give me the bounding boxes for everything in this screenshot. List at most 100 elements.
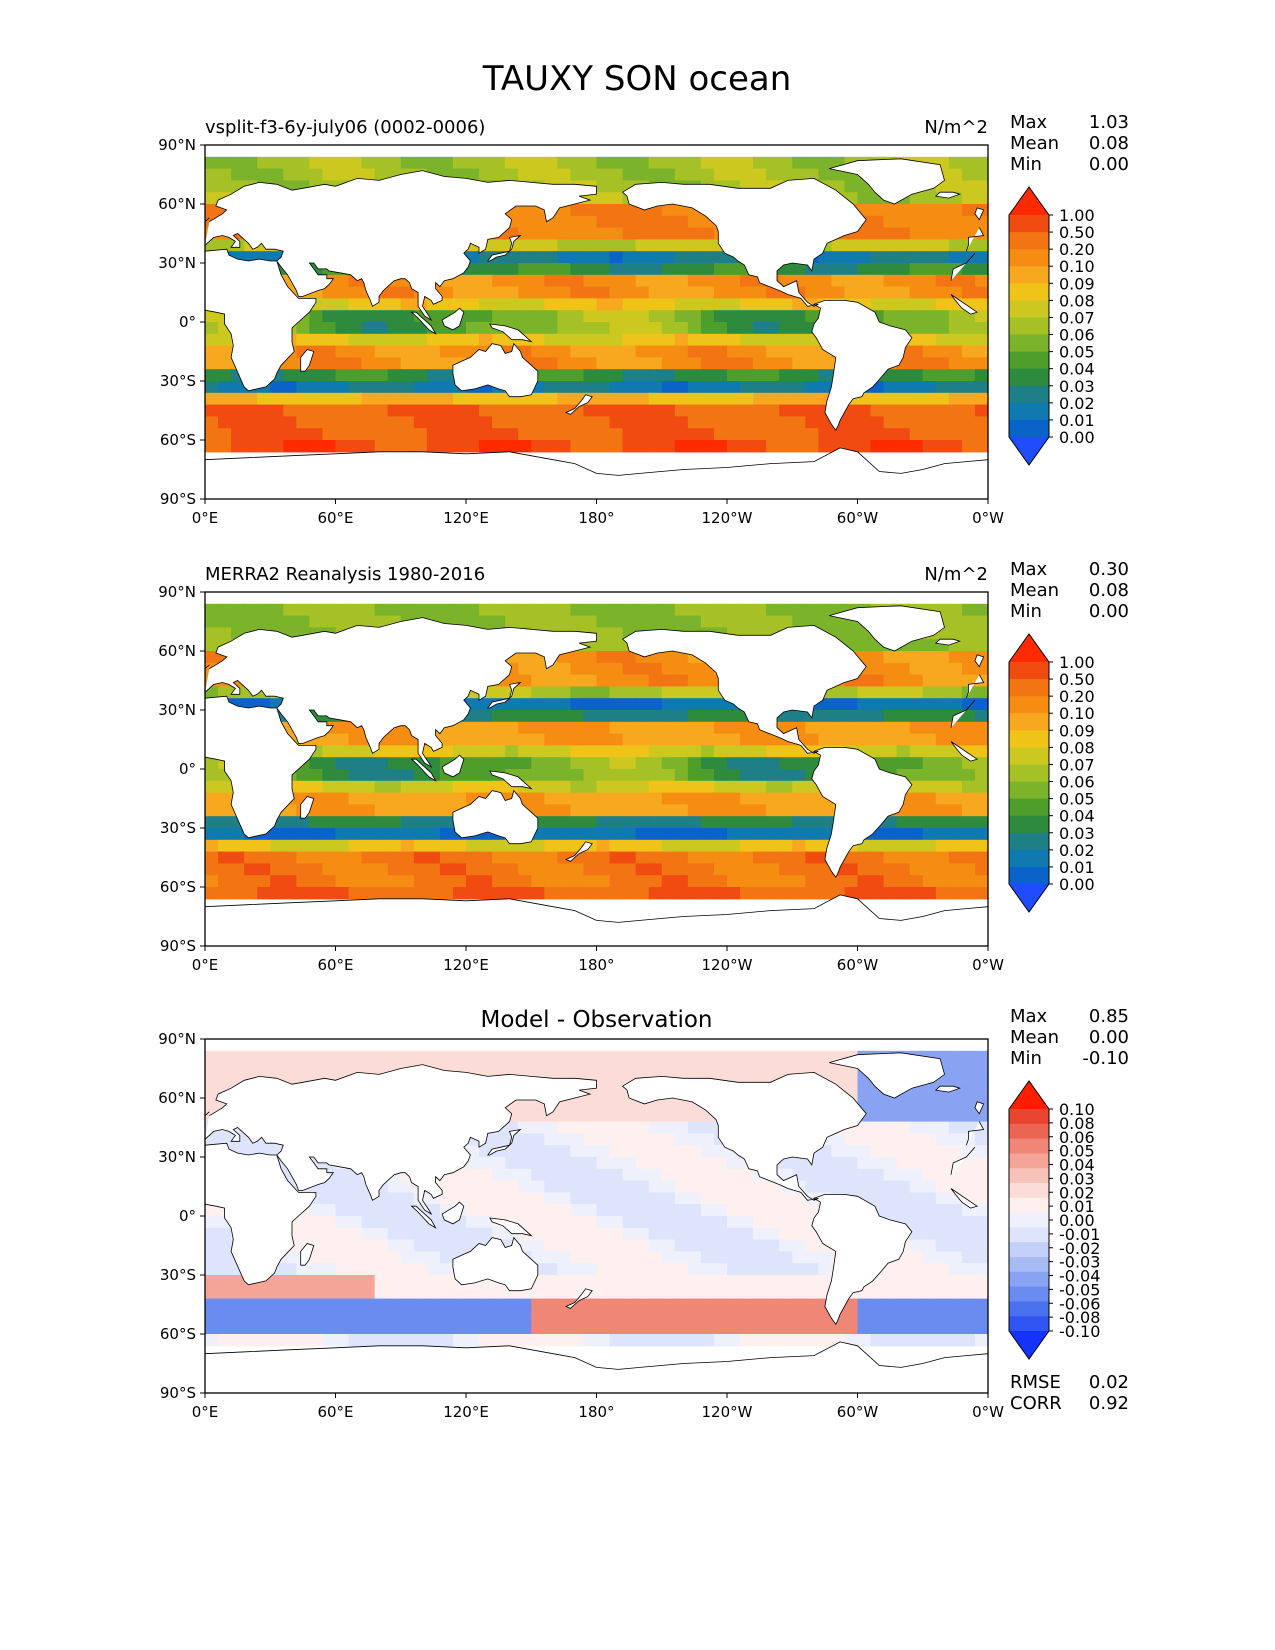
field-cell bbox=[296, 416, 310, 429]
field-cell bbox=[348, 733, 363, 746]
field-cell bbox=[674, 1192, 689, 1205]
field-cell bbox=[831, 875, 846, 888]
field-cell bbox=[909, 816, 924, 829]
field-cell bbox=[492, 839, 506, 853]
field-cell bbox=[766, 1298, 780, 1311]
field-cell bbox=[727, 1192, 741, 1205]
field-cell bbox=[466, 745, 480, 758]
field-cell bbox=[531, 1334, 545, 1347]
field-cell bbox=[974, 698, 988, 711]
field-cell bbox=[544, 721, 558, 735]
field-cell bbox=[844, 274, 859, 288]
field-cell bbox=[466, 839, 480, 853]
field-cell bbox=[426, 428, 441, 441]
field-cell bbox=[935, 1334, 950, 1347]
field-cell bbox=[400, 369, 415, 382]
colorbar-label: 0.20 bbox=[1059, 687, 1095, 706]
field-cell bbox=[439, 792, 454, 805]
field-cell bbox=[505, 404, 519, 417]
field-cell bbox=[466, 1322, 480, 1335]
field-cell bbox=[387, 156, 402, 170]
field-cell bbox=[322, 1180, 337, 1193]
field-cell bbox=[361, 1322, 376, 1335]
field-cell bbox=[335, 1298, 350, 1311]
field-cell bbox=[740, 1168, 754, 1182]
field-cell bbox=[544, 1275, 558, 1288]
field-cell bbox=[335, 839, 350, 853]
field-cell bbox=[922, 639, 937, 652]
field-cell bbox=[713, 1334, 728, 1347]
field-cell bbox=[779, 333, 793, 347]
field-cell bbox=[661, 1227, 676, 1241]
field-cell bbox=[218, 1322, 232, 1335]
field-cell bbox=[400, 1251, 415, 1264]
field-cell bbox=[466, 1298, 480, 1311]
field-cell bbox=[609, 662, 624, 676]
field-cell bbox=[766, 792, 780, 805]
field-cell bbox=[661, 804, 676, 817]
field-cell bbox=[531, 757, 545, 770]
field-cell bbox=[544, 1062, 558, 1075]
field-cell bbox=[544, 440, 558, 453]
field-cell bbox=[531, 721, 545, 735]
field-cell bbox=[466, 1227, 480, 1241]
stat-value: 0.08 bbox=[1089, 133, 1129, 154]
field-cell bbox=[452, 274, 467, 288]
field-cell bbox=[622, 1216, 637, 1229]
field-cell bbox=[648, 1180, 663, 1193]
field-cell bbox=[713, 851, 728, 864]
field-cell bbox=[792, 381, 806, 394]
field-cell bbox=[687, 816, 702, 829]
field-cell bbox=[740, 1239, 754, 1252]
field-cell bbox=[948, 1334, 963, 1347]
field-cell bbox=[492, 1227, 506, 1241]
field-cell bbox=[557, 615, 571, 628]
field-cell bbox=[740, 1050, 754, 1064]
field-cell bbox=[935, 792, 950, 805]
field-cell bbox=[283, 828, 297, 841]
field-cell bbox=[727, 416, 741, 429]
field-cell bbox=[205, 780, 219, 794]
field-cell bbox=[439, 745, 454, 758]
field-cell bbox=[283, 1286, 297, 1300]
field-cell bbox=[426, 1334, 441, 1347]
field-cell bbox=[674, 804, 689, 817]
field-cell bbox=[400, 887, 415, 900]
map-field bbox=[205, 1050, 988, 1347]
field-cell bbox=[557, 239, 571, 252]
field-cell bbox=[948, 428, 963, 441]
field-cell bbox=[518, 686, 532, 699]
field-cell bbox=[753, 286, 767, 299]
field-cell bbox=[766, 603, 780, 617]
field-cell bbox=[635, 1109, 650, 1123]
field-cell bbox=[452, 404, 467, 417]
field-cell bbox=[948, 416, 963, 429]
field-cell bbox=[479, 615, 493, 628]
field-cell bbox=[479, 1157, 493, 1170]
field-cell bbox=[557, 1192, 571, 1205]
field-cell bbox=[570, 1275, 585, 1288]
field-cell bbox=[687, 239, 702, 252]
field-cell bbox=[283, 875, 297, 888]
field-cell bbox=[296, 851, 310, 864]
field-cell bbox=[740, 286, 754, 299]
field-cell bbox=[922, 1310, 937, 1323]
field-cell bbox=[335, 1286, 350, 1300]
field-cell bbox=[492, 404, 506, 417]
field-cell bbox=[896, 1204, 911, 1217]
field-cell bbox=[335, 804, 350, 817]
field-cell bbox=[909, 286, 924, 299]
field-cell bbox=[426, 392, 441, 406]
field-cell bbox=[674, 745, 689, 758]
field-cell bbox=[674, 345, 689, 358]
field-cell bbox=[766, 851, 780, 864]
field-cell bbox=[583, 369, 598, 382]
field-cell bbox=[452, 839, 467, 853]
field-cell bbox=[674, 357, 689, 370]
field-cell bbox=[531, 1050, 545, 1064]
field-cell bbox=[753, 792, 767, 805]
field-cell bbox=[205, 204, 219, 217]
field-cell bbox=[948, 1239, 963, 1252]
field-cell bbox=[348, 333, 363, 347]
field-cell bbox=[661, 686, 676, 699]
